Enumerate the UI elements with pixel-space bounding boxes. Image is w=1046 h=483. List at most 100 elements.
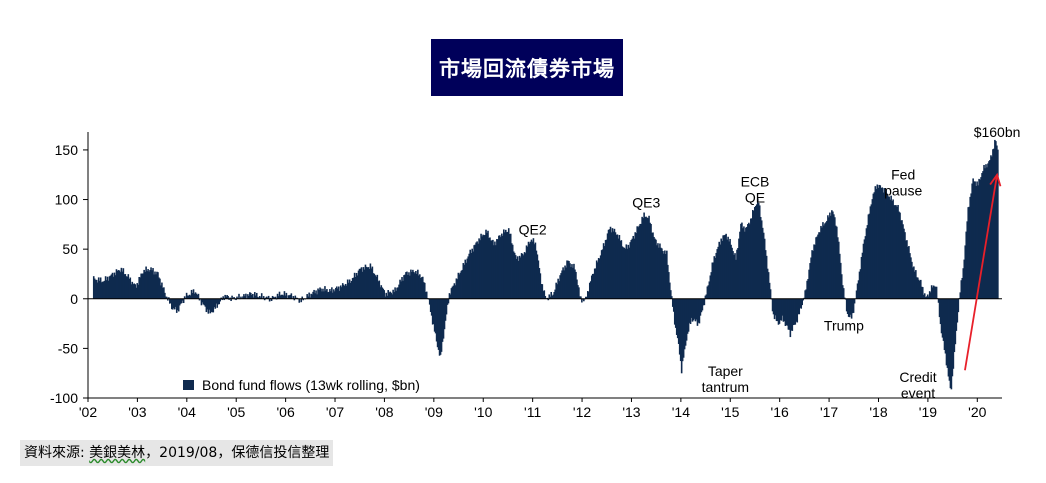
flow-bar — [681, 298, 684, 362]
flow-bar — [150, 267, 152, 299]
flow-bar — [719, 244, 721, 299]
flow-bar — [224, 294, 226, 299]
flow-bar — [969, 196, 971, 299]
flow-bar — [327, 292, 329, 299]
flow-bar — [271, 295, 274, 299]
flow-bar — [652, 232, 654, 299]
flow-bar — [420, 277, 422, 299]
flow-bar — [415, 271, 417, 299]
x-tick-label: '11 — [524, 404, 541, 420]
flow-bar — [123, 274, 126, 299]
flow-bar — [175, 298, 178, 313]
flow-bar — [316, 294, 318, 299]
flow-bar — [136, 283, 139, 299]
flow-bar — [387, 290, 389, 299]
legend-swatch — [183, 380, 194, 390]
flow-bar — [526, 246, 529, 299]
flow-bar — [361, 271, 364, 299]
flow-bar — [849, 298, 852, 315]
flow-bar — [369, 263, 372, 299]
flow-bar — [810, 257, 812, 299]
flow-bar — [252, 293, 254, 299]
flow-bar — [401, 277, 403, 299]
flow-bar — [982, 171, 984, 299]
annotation-line: Taper — [708, 363, 743, 379]
flow-bar — [374, 275, 377, 299]
flow-bar — [521, 253, 524, 299]
flow-bar — [639, 223, 641, 299]
flow-bar — [381, 287, 384, 299]
flow-bar — [215, 298, 218, 304]
flow-bar — [669, 282, 671, 299]
flow-bar — [411, 271, 413, 299]
flow-bar — [898, 211, 900, 299]
flow-bar — [728, 241, 730, 299]
flow-bar — [529, 241, 532, 299]
flow-bar — [460, 270, 463, 299]
flow-bar — [236, 296, 238, 299]
flow-bar — [934, 286, 937, 299]
flow-bar — [766, 268, 769, 299]
flow-bar — [247, 294, 249, 299]
flow-bar — [931, 287, 934, 299]
flow-bar — [487, 230, 489, 299]
flow-bar — [532, 238, 535, 299]
flow-bar — [650, 223, 652, 299]
flow-bar — [354, 277, 357, 299]
flow-bar — [500, 237, 502, 299]
flow-bar — [298, 298, 301, 303]
flow-bar — [633, 238, 636, 299]
flow-bar — [154, 271, 156, 299]
flow-bar — [494, 241, 496, 299]
flow-bar — [735, 259, 737, 299]
flow-bar — [957, 298, 960, 313]
flow-bar — [259, 297, 262, 299]
flow-bar — [355, 272, 358, 299]
flow-bar — [506, 231, 509, 299]
flow-bar — [795, 298, 798, 322]
flow-bar — [98, 280, 101, 299]
flow-bar — [295, 297, 298, 299]
flow-bar — [741, 222, 743, 299]
flow-bar — [283, 291, 286, 299]
flow-bar — [620, 240, 623, 299]
flow-bar — [436, 298, 439, 348]
flow-bar — [92, 276, 95, 299]
flow-bar — [413, 271, 415, 299]
flow-bar — [119, 272, 122, 299]
flow-bar — [493, 245, 495, 299]
flow-bar — [566, 260, 568, 299]
flow-bar — [509, 233, 512, 299]
annotation-line: Credit — [899, 369, 936, 385]
flow-bar — [429, 298, 432, 312]
flow-bar — [967, 207, 970, 299]
flow-bar — [343, 286, 346, 299]
flow-bar — [615, 234, 618, 299]
flow-bar — [679, 298, 682, 362]
flow-bar — [683, 298, 686, 350]
flow-bar — [440, 298, 443, 352]
flow-bar — [888, 196, 890, 299]
flow-bar — [867, 214, 870, 299]
x-tick-label: '08 — [375, 404, 393, 420]
flow-bar — [917, 277, 919, 299]
flow-bar — [903, 228, 905, 299]
flow-bar — [421, 276, 424, 299]
flow-bar — [976, 181, 978, 299]
flow-bar — [105, 280, 108, 299]
flow-bar — [438, 298, 441, 356]
flow-bar — [272, 296, 275, 299]
flow-bar — [137, 284, 139, 299]
flow-bar — [214, 298, 217, 309]
flow-bar — [551, 295, 554, 299]
flow-bar — [192, 289, 195, 299]
flow-bar — [732, 251, 734, 299]
flow-bar — [544, 295, 547, 299]
flow-bar — [875, 188, 878, 299]
x-tick-label: '06 — [276, 404, 294, 420]
flow-bar — [497, 239, 499, 299]
flow-bar — [389, 291, 391, 299]
flow-bar — [944, 298, 947, 354]
flow-bar — [791, 298, 794, 331]
